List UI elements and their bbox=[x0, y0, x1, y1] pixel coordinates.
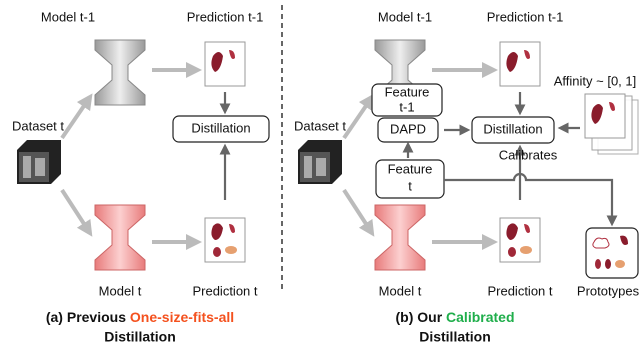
caption: (a) Previous One-size-fits-all bbox=[46, 309, 234, 325]
label: t-1 bbox=[399, 99, 414, 114]
model-icon bbox=[95, 40, 145, 105]
label: Feature bbox=[385, 84, 430, 99]
prediction-icon bbox=[500, 218, 540, 262]
caption: Distillation bbox=[419, 329, 491, 345]
caption-highlight: Calibrated bbox=[446, 309, 514, 325]
label: Dataset t bbox=[12, 118, 64, 133]
label: Calibrates bbox=[499, 147, 558, 162]
label: Prediction t bbox=[192, 283, 257, 298]
prediction-icon bbox=[500, 42, 540, 86]
arrow bbox=[444, 174, 612, 222]
label: t bbox=[408, 178, 412, 193]
model-icon bbox=[375, 205, 425, 270]
label: Distillation bbox=[191, 120, 250, 135]
panel-a: Model t-1 Prediction t-1 Dataset t Disti… bbox=[12, 9, 269, 344]
label: Prediction t-1 bbox=[487, 9, 564, 24]
dataset-icon bbox=[17, 140, 61, 184]
label: Feature bbox=[388, 161, 433, 176]
label: Model t-1 bbox=[378, 9, 432, 24]
diagram: Model t-1 Prediction t-1 Dataset t Disti… bbox=[0, 0, 642, 354]
arrow bbox=[62, 100, 88, 138]
prototypes-box bbox=[586, 228, 638, 278]
panel-b: Model t-1 Prediction t-1 Dataset t Featu… bbox=[294, 9, 640, 344]
label: Distillation bbox=[483, 121, 542, 136]
caption: (b) Our Calibrated bbox=[395, 309, 514, 325]
label: DAPD bbox=[390, 121, 426, 136]
label: Prediction t bbox=[487, 283, 552, 298]
label: Prediction t-1 bbox=[187, 9, 264, 24]
label: Prototypes bbox=[577, 283, 640, 298]
arrow bbox=[62, 190, 88, 230]
label: Dataset t bbox=[294, 118, 346, 133]
arrow bbox=[344, 190, 370, 230]
dataset-icon bbox=[298, 140, 342, 184]
affinity-stack bbox=[585, 94, 638, 154]
caption: Distillation bbox=[104, 329, 176, 345]
arrow bbox=[344, 100, 370, 138]
prediction-icon bbox=[205, 42, 245, 86]
label: Model t bbox=[379, 283, 422, 298]
caption-highlight: One-size-fits-all bbox=[130, 309, 234, 325]
prediction-icon bbox=[205, 218, 245, 262]
label: Model t bbox=[99, 283, 142, 298]
caption-text: (a) Previous bbox=[46, 309, 130, 325]
model-icon bbox=[95, 205, 145, 270]
label: Affinity ~ [0, 1] bbox=[554, 73, 637, 88]
label: Model t-1 bbox=[41, 9, 95, 24]
caption-text: (b) Our bbox=[395, 309, 446, 325]
